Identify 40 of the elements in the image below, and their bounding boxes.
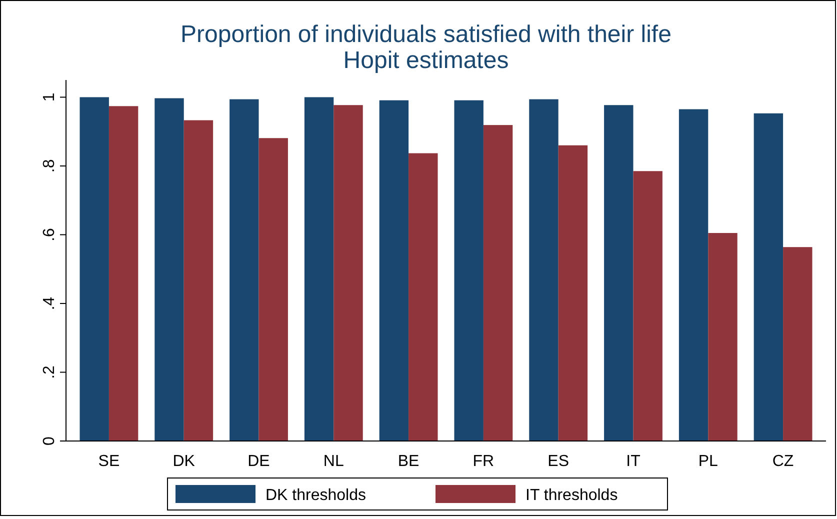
y-tick-label: .4 (41, 296, 58, 310)
legend-label: IT thresholds (526, 487, 618, 504)
bar (633, 171, 662, 441)
x-tick-label: DK (172, 453, 196, 470)
bar (604, 105, 634, 441)
bar (558, 145, 588, 441)
chart-title: Proportion of individuals satisfied with their life (180, 21, 672, 48)
x-tick-label: ES (548, 453, 570, 470)
bar (334, 105, 363, 441)
y-tick-label: 0 (41, 436, 58, 446)
chart-subtitle: Hopit estimates (343, 47, 509, 74)
bar (708, 232, 738, 441)
bar (304, 97, 334, 441)
x-tick-label: FR (472, 453, 494, 470)
x-tick-label: BE (398, 453, 420, 470)
bar (154, 98, 184, 441)
bar (454, 100, 484, 441)
bar (184, 120, 214, 441)
bar (80, 97, 109, 441)
bar (408, 153, 438, 441)
bar (258, 138, 288, 441)
bar (108, 106, 138, 441)
x-tick-label: PL (698, 453, 718, 470)
bar (754, 113, 784, 441)
bar (529, 99, 558, 441)
y-tick-label: .2 (41, 365, 58, 379)
x-tick-label: SE (98, 453, 120, 470)
x-tick-label: CZ (772, 453, 794, 470)
bar (379, 100, 409, 441)
bar (678, 109, 708, 441)
x-tick-label: DE (248, 453, 270, 470)
bar (783, 247, 812, 441)
bar (230, 99, 259, 441)
bar (483, 125, 513, 441)
y-tick-label: .8 (41, 159, 58, 173)
legend-label: DK thresholds (266, 487, 366, 504)
y-tick-label: .6 (41, 228, 58, 242)
x-tick-label: IT (626, 453, 641, 470)
y-tick-label: 1 (41, 92, 58, 102)
x-tick-label: NL (323, 453, 344, 470)
